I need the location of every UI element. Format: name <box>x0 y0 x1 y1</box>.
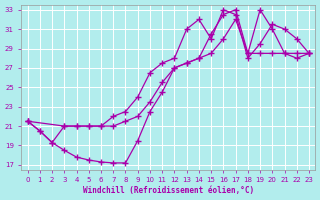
X-axis label: Windchill (Refroidissement éolien,°C): Windchill (Refroidissement éolien,°C) <box>83 186 254 195</box>
